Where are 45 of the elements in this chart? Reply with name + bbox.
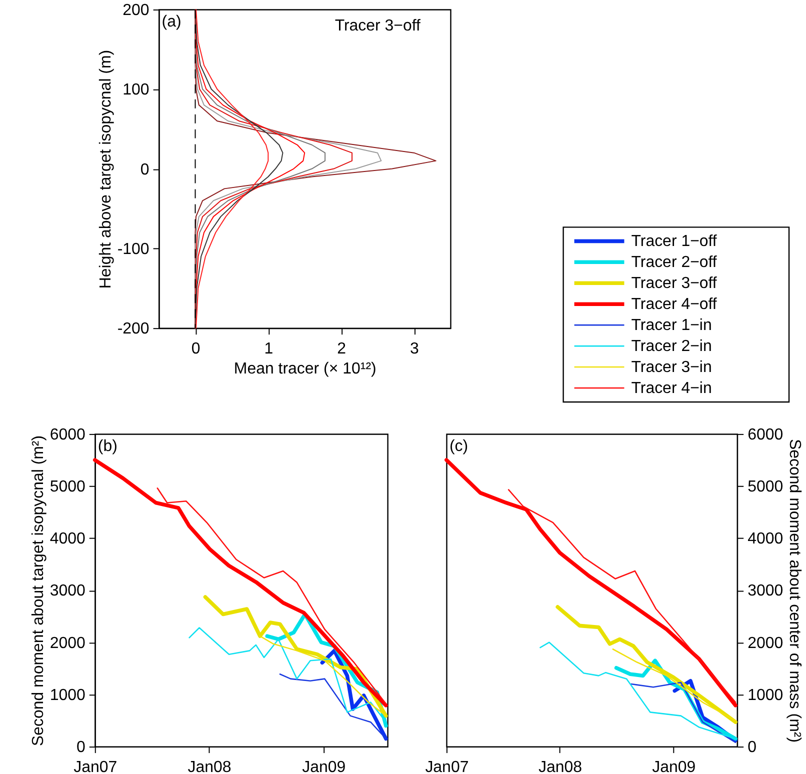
y-tick-label: 3000 [50,582,86,600]
y2-tick-label: 3000 [748,582,784,600]
legend-label: Tracer 1−in [631,317,712,334]
y-tick-label: 1000 [50,686,86,704]
x-tick-label: Jan08 [188,759,232,774]
annotation: (a) [162,13,182,30]
x-tick-label: 2 [337,340,346,358]
y2-axis-title: Second moment about center of mass (m²) [786,438,804,743]
legend-label: Tracer 3−in [631,359,712,376]
y2-tick-label: 1000 [748,686,784,704]
legend-label: Tracer 4−in [631,380,712,397]
y2-tick-label: 4000 [748,530,784,548]
legend-label: Tracer 4−off [631,296,718,314]
y-tick-label: -200 [117,320,150,338]
x-tick-label: Jan09 [302,759,346,774]
x-axis-title: Mean tracer (× 10¹²) [234,360,376,378]
legend-label: Tracer 1−off [631,233,718,250]
y-tick-label: 200 [122,2,150,19]
annotation: Tracer 3−off [334,17,422,34]
y-tick-label: 100 [122,82,150,99]
annotation: (b) [98,438,118,455]
y-tick-label: 0 [76,739,86,756]
y-tick-label: -100 [117,240,150,258]
y2-tick-label: 2000 [748,634,784,652]
legend-label: Tracer 2−in [631,338,712,356]
y-tick-label: 2000 [50,634,86,652]
x-tick-label: 0 [191,340,200,358]
legend-label: Tracer 2−off [631,254,718,272]
y-tick-label: 5000 [50,478,86,496]
y-axis-title: Second moment about target isopycnal (m²) [30,435,47,746]
x-tick-label: Jan08 [538,759,582,774]
x-tick-label: 3 [410,340,420,358]
y2-tick-label: 0 [748,739,757,756]
y-axis-title: Height above target isopycnal (m) [97,50,114,289]
y2-tick-label: 5000 [748,478,784,496]
x-tick-label: Jan09 [652,759,696,774]
y-tick-label: 6000 [50,426,86,444]
x-tick-label: Jan07 [74,759,118,774]
y-tick-label: 0 [140,161,150,178]
y2-tick-label: 6000 [748,426,784,444]
legend-label: Tracer 3−off [631,275,718,292]
x-tick-label: 1 [264,340,274,358]
y-tick-label: 4000 [50,530,86,548]
x-tick-label: Jan07 [425,759,469,774]
annotation: (c) [449,438,468,455]
